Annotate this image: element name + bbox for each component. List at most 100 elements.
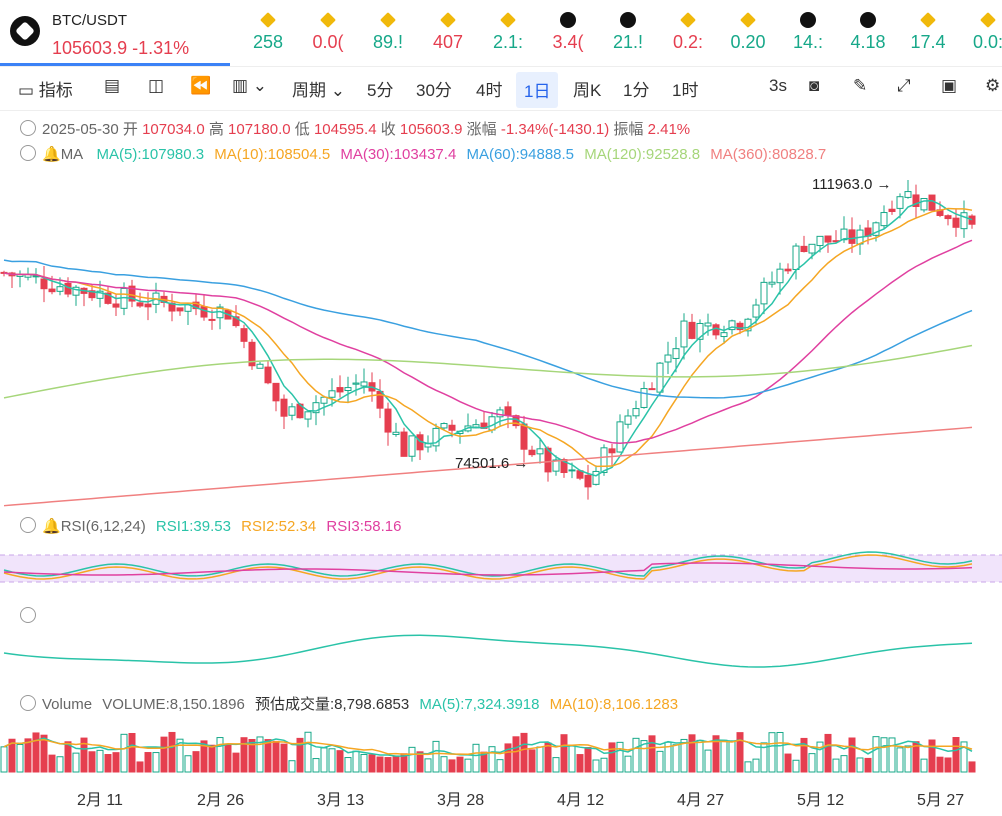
chevron-down-icon[interactable]: [20, 695, 36, 711]
chevron-down-icon[interactable]: [20, 517, 36, 533]
volume-bar: [656, 750, 664, 773]
ticker-item[interactable]: 89.!: [358, 0, 418, 66]
volume-bar: [728, 740, 736, 773]
pencil-icon[interactable]: ✎: [853, 76, 868, 95]
volume-bar: [352, 750, 360, 773]
screenshot-icon[interactable]: ▣: [941, 76, 958, 95]
price-chart[interactable]: 111963.0 → 74501.6 →: [0, 165, 1002, 510]
volume-bar: [528, 749, 536, 773]
period-30m[interactable]: 30分: [416, 81, 452, 100]
ticker-item[interactable]: 3.4(: [538, 0, 598, 66]
x-tick-label: 3月 13: [317, 792, 365, 809]
chart-type-icon[interactable]: ▥ ⌄: [232, 76, 268, 95]
bell-icon[interactable]: 🔔: [42, 518, 61, 535]
ticker-item[interactable]: 4.18: [838, 0, 898, 66]
period-1d[interactable]: 1日: [516, 72, 559, 108]
ticker-value: 17.4: [910, 32, 946, 52]
ticker-value: 258: [252, 32, 284, 52]
ticker-item[interactable]: 0.20: [718, 0, 778, 66]
coin-icon: [800, 12, 816, 28]
ticker-value: 3.4(: [552, 32, 584, 52]
coin-icon: [620, 12, 636, 28]
candle: [848, 229, 856, 244]
gear-icon[interactable]: ⚙: [985, 76, 1001, 95]
coin-icon: [260, 12, 276, 28]
ticker-item[interactable]: 0.0:: [958, 0, 1002, 66]
candle: [880, 212, 888, 227]
chevron-right-icon[interactable]: [20, 607, 36, 623]
candle: [528, 449, 536, 456]
period-5m[interactable]: 5分: [367, 81, 394, 100]
candle: [624, 415, 632, 425]
volume-bar: [56, 756, 64, 773]
candle: [552, 459, 560, 472]
candle: [728, 320, 736, 331]
period-1m[interactable]: 1分: [623, 81, 650, 100]
volume-bar: [32, 732, 40, 773]
volume-bar: [240, 737, 248, 773]
refresh-interval[interactable]: 3s: [769, 76, 787, 95]
candle: [504, 406, 512, 416]
coin-icon: [380, 12, 396, 28]
ticker-item[interactable]: 0.0(: [298, 0, 358, 66]
candle: [872, 222, 880, 236]
ticker-item[interactable]: 21.!: [598, 0, 658, 66]
x-tick-label: 3月 28: [437, 792, 485, 809]
ticker-item[interactable]: 2.1:: [478, 0, 538, 66]
period-week[interactable]: 周K: [573, 81, 602, 100]
coin-icon: [980, 12, 996, 28]
indicator3-chart: [3, 634, 973, 668]
candle: [752, 304, 760, 318]
candle: [248, 341, 256, 367]
period-dropdown[interactable]: 周期 ⌄: [292, 81, 345, 100]
candle: [608, 448, 616, 454]
replay-icon[interactable]: ⏪: [190, 76, 212, 95]
ticker-item[interactable]: 0.2:: [658, 0, 718, 66]
ticker-item[interactable]: 14.:: [778, 0, 838, 66]
volume-bar: [736, 732, 744, 773]
candle: [968, 215, 976, 225]
volume-bar: [392, 756, 400, 773]
volume-bar: [592, 759, 600, 773]
volume-bar: [840, 755, 848, 773]
candle: [672, 348, 680, 359]
fullscreen-icon[interactable]: ⤢: [897, 76, 911, 95]
layout-icon[interactable]: ▤: [104, 76, 121, 95]
rsi-chart[interactable]: [0, 540, 1002, 600]
volume-bar: [216, 737, 224, 773]
ticker-item[interactable]: 258: [238, 0, 298, 66]
x-tick-label: 4月 12: [557, 792, 605, 809]
camera-icon[interactable]: ◙: [809, 76, 820, 95]
low-annotation: 74501.6 →: [455, 455, 528, 472]
volume-bar: [544, 742, 552, 773]
candle: [304, 411, 312, 420]
volume-bar: [952, 737, 960, 773]
ticker-item[interactable]: 407: [418, 0, 478, 66]
volume-bar: [496, 759, 504, 773]
volume-bar: [40, 734, 48, 773]
ma-legend: 🔔MA MA(5):107980.3 MA(10):108504.5 MA(30…: [20, 145, 826, 163]
chevron-down-icon[interactable]: [20, 120, 36, 136]
candle: [720, 332, 728, 338]
volume-bar: [776, 731, 784, 773]
candle: [616, 421, 624, 453]
candle: [96, 290, 104, 299]
volume-bar: [600, 757, 608, 773]
volume-bar: [408, 746, 416, 773]
candle: [584, 474, 592, 488]
panel-icon[interactable]: ◫: [148, 76, 165, 95]
candle: [384, 408, 392, 433]
period-1h[interactable]: 1时: [672, 81, 699, 100]
volume-bar: [640, 740, 648, 773]
candle: [688, 321, 696, 339]
chevron-down-icon[interactable]: [20, 145, 36, 161]
volume-bar: [416, 751, 424, 773]
volume-bar: [48, 754, 56, 773]
bell-icon[interactable]: 🔔: [42, 146, 61, 163]
volume-bar: [704, 749, 712, 773]
ma10-line: [3, 207, 973, 468]
period-4h[interactable]: 4时: [476, 81, 503, 100]
ticker-item[interactable]: 17.4: [898, 0, 958, 66]
indicators-button[interactable]: ▭ 指标: [18, 81, 73, 100]
symbol-tab[interactable]: BTC/USDT 105603.9 -1.31%: [0, 0, 230, 66]
